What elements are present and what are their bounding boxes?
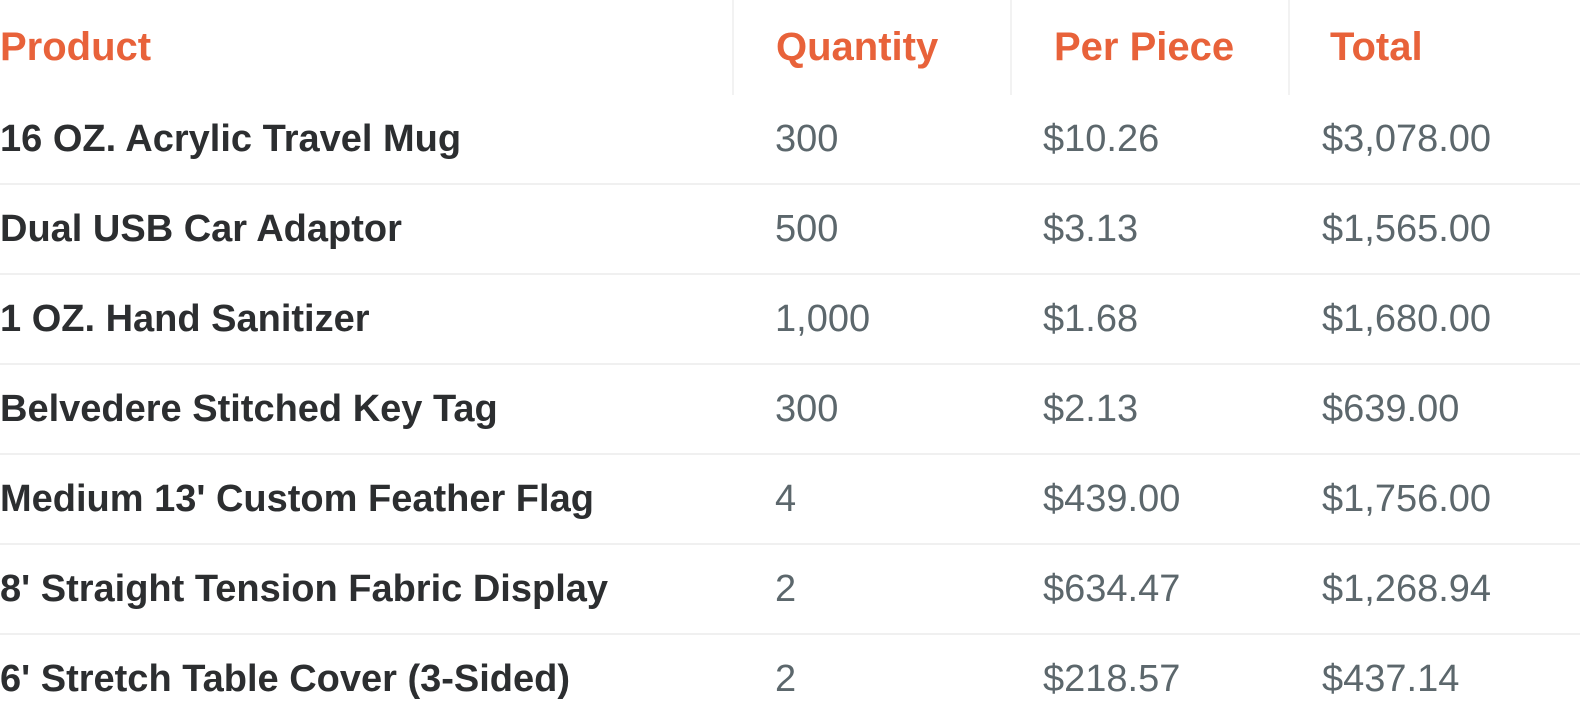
header-quantity: Quantity xyxy=(732,0,1011,95)
quantity-cell: 2 xyxy=(775,657,797,700)
total-cell: $1,680.00 xyxy=(1289,274,1580,365)
product-cell: Belvedere Stitched Key Tag xyxy=(0,364,733,455)
table-row: 1 OZ. Hand Sanitizer 1,000 $1.68 $1,680.00 xyxy=(0,274,1580,365)
product-cell: 16 OZ. Acrylic Travel Mug xyxy=(0,95,733,185)
per-piece-cell: $2.13 xyxy=(1011,364,1289,455)
total-cell: $3,078.00 xyxy=(1289,95,1580,185)
per-piece-cell: $10.26 xyxy=(1011,95,1289,185)
total-cell: $1,756.00 xyxy=(1289,454,1580,545)
quantity-cell: 2 xyxy=(733,544,1011,635)
product-cell: 1 OZ. Hand Sanitizer xyxy=(0,274,733,365)
table-row: Belvedere Stitched Key Tag 300 $2.13 $639.0… xyxy=(0,364,1580,455)
table-row: 8' Straight Tension Fabric Display 2 $634.… xyxy=(0,544,1580,635)
total-cell: $1,268.94 xyxy=(1289,544,1580,635)
table-row: 6' Stretch Table Cover (3-Sided) 2 $218.57… xyxy=(0,634,1580,723)
per-piece-cell: $1.68 xyxy=(1011,274,1289,365)
total-cell: $639.00 xyxy=(1289,364,1580,455)
header-per-piece: Per Piece xyxy=(1010,0,1289,95)
table-row: Dual USB Car Adaptor 500 $3.13 $1,565.00 xyxy=(0,184,1580,275)
product-cell: 8' Straight Tension Fabric Display xyxy=(0,544,733,635)
table-row: Medium 13' Custom Feather Flag 4 $439.00 $1… xyxy=(0,454,1580,545)
per-piece-cell: $439.00 xyxy=(1011,454,1289,545)
product-cell: Medium 13' Custom Feather Flag xyxy=(0,454,733,545)
header-total: Total xyxy=(1288,0,1580,95)
quantity-cell: 300 xyxy=(733,95,1011,185)
per-piece-cell: $634.47 xyxy=(1011,544,1289,635)
header-product: Product xyxy=(0,25,152,69)
quantity-cell: 4 xyxy=(733,454,1011,545)
product-cell: Dual USB Car Adaptor xyxy=(0,184,733,275)
per-piece-cell: $218.57 xyxy=(1043,657,1181,700)
table-row: 16 OZ. Acrylic Travel Mug 300 $10.26 $3,078… xyxy=(0,95,1580,185)
quantity-cell: 300 xyxy=(733,364,1011,455)
header-row: Product Quantity Per Piece Total xyxy=(0,0,1580,95)
quantity-cell: 500 xyxy=(733,184,1011,275)
quantity-cell: 1,000 xyxy=(733,274,1011,365)
per-piece-cell: $3.13 xyxy=(1011,184,1289,275)
total-cell: $1,565.00 xyxy=(1289,184,1580,275)
product-cell: 6' Stretch Table Cover (3-Sided) xyxy=(0,657,571,700)
total-cell: $437.14 xyxy=(1322,657,1460,700)
